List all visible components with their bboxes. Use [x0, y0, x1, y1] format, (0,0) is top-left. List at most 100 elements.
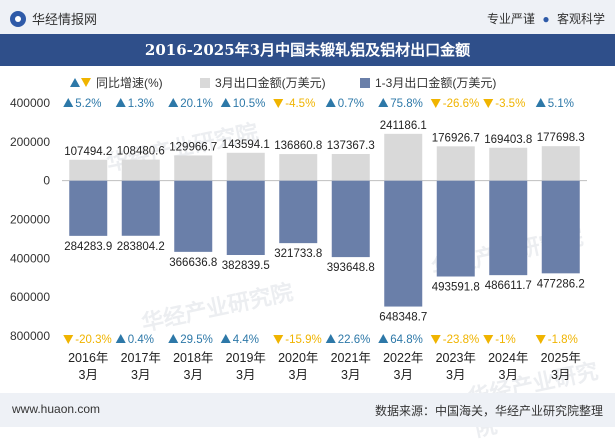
- march-growth-label: 10.5%: [233, 98, 266, 110]
- cumulative-growth-label: 22.6%: [338, 334, 371, 346]
- x-tick-label: 3月: [184, 368, 203, 382]
- tag-professional: 专业严谨: [487, 12, 536, 26]
- bar-cumulative: [436, 180, 475, 277]
- cumulative-value-label: 477286.2: [537, 278, 585, 290]
- chart-legend: 同比增速(%) 3月出口金额(万美元) 1-3月出口金额(万美元): [0, 72, 615, 92]
- legend-march: 3月出口金额(万美元): [200, 74, 326, 91]
- bar-cumulative: [489, 180, 528, 276]
- down-triangle-icon: [483, 335, 494, 344]
- march-value-label: 129966.7: [169, 141, 217, 153]
- march-growth-label: -3.5%: [495, 98, 525, 110]
- bar-march: [69, 159, 108, 181]
- march-growth-label: -26.6%: [443, 98, 479, 110]
- up-triangle-icon: [325, 98, 336, 107]
- bar-cumulative: [279, 180, 318, 244]
- cumulative-growth-label: -1.8%: [548, 334, 578, 346]
- x-axis: 2016年 3月 2017年 3月 2018年 3月 2019年 3月 2020年 3月 2021年…: [68, 351, 581, 382]
- up-triangle-icon: [325, 334, 336, 343]
- down-triangle-icon: [273, 335, 284, 344]
- march-value-label: 143594.1: [222, 139, 270, 151]
- march-growth-label: 1.3%: [128, 98, 154, 110]
- y-tick-label: 0: [43, 174, 50, 188]
- x-tick-label: 3月: [551, 368, 570, 382]
- march-value-label: 177698.3: [537, 132, 585, 144]
- legend-march-swatch: [200, 77, 210, 88]
- cumulative-growth-label: 64.8%: [390, 334, 423, 346]
- bar-march: [436, 146, 475, 181]
- march-growth-label: 75.8%: [390, 98, 423, 110]
- legend-growth: 同比增速(%): [70, 74, 163, 91]
- march-value-label: 137367.3: [327, 140, 375, 152]
- cumulative-value-label: 382839.5: [222, 260, 270, 272]
- cumulative-value-label: 486611.7: [485, 280, 532, 292]
- up-triangle-icon: [115, 98, 126, 107]
- down-triangle-icon: [273, 99, 284, 108]
- cumulative-value-label: 284283.9: [64, 241, 112, 253]
- cumulative-value-label: 366636.8: [169, 257, 217, 269]
- bar-march: [226, 152, 265, 181]
- cumulative-value-label: 648348.7: [379, 312, 427, 324]
- march-value-label: 176926.7: [432, 132, 480, 144]
- cumulative-growth-label: -15.9%: [285, 334, 321, 346]
- bar-march: [121, 159, 160, 181]
- x-tick-label: 3月: [131, 368, 150, 382]
- march-value-label: 107494.2: [64, 146, 112, 158]
- bar-march: [489, 147, 528, 181]
- cumulative-value-label: 493591.8: [432, 282, 480, 294]
- cumulative-value-label: 393648.8: [327, 262, 375, 274]
- footer: www.huaon.com 数据来源：中国海关，华经产业研究院整理: [0, 393, 615, 427]
- up-triangle-icon: [168, 98, 179, 107]
- x-tick-label: 3月: [289, 368, 308, 382]
- footer-url[interactable]: www.huaon.com: [12, 402, 101, 416]
- legend-cumulative-label: 1-3月出口金额(万美元): [375, 76, 497, 90]
- bar-cumulative: [69, 180, 108, 236]
- bar-cumulative: [174, 180, 213, 252]
- bar-cumulative: [384, 180, 423, 307]
- march-growth-label: -4.5%: [285, 98, 315, 110]
- x-tick-label: 2024年: [488, 351, 528, 365]
- bar-march: [279, 154, 318, 181]
- cumulative-value-label: 283804.2: [117, 241, 165, 253]
- bar-march: [384, 133, 423, 181]
- up-triangle-icon: [168, 334, 179, 343]
- bar-march: [174, 155, 213, 181]
- legend-growth-label: 同比增速(%): [96, 76, 163, 90]
- cumulative-growth-label: -20.3%: [75, 334, 111, 346]
- march-growth-label: 20.1%: [180, 98, 213, 110]
- down-triangle-icon: [535, 335, 546, 344]
- legend-march-label: 3月出口金额(万美元): [215, 76, 326, 90]
- bar-cumulative: [226, 180, 265, 256]
- march-value-label: 108480.6: [117, 146, 165, 158]
- cumulative-growth-label: -23.8%: [443, 334, 479, 346]
- brand[interactable]: 华经情报网: [10, 9, 97, 28]
- x-tick-label: 3月: [394, 368, 413, 382]
- x-tick-label: 2021年: [331, 351, 371, 365]
- march-value-label: 136860.8: [274, 140, 322, 152]
- data-labels: 107494.2 284283.9 5.2% -20.3% 108480.6 283804…: [63, 98, 585, 346]
- chart-title: 2016-2025年3月中国未锻轧铝及铝材出口金额: [0, 34, 615, 66]
- x-tick-label: 2016年: [68, 351, 108, 365]
- x-tick-label: 2022年: [383, 351, 423, 365]
- x-tick-label: 3月: [499, 368, 518, 382]
- down-triangle-icon: [430, 335, 441, 344]
- bullet-dot-icon: ●: [542, 12, 550, 26]
- march-value-label: 241186.1: [380, 120, 427, 132]
- y-tick-label: 400000: [10, 251, 50, 265]
- x-tick-label: 2025年: [541, 351, 581, 365]
- down-triangle-icon: [63, 335, 74, 344]
- cumulative-value-label: 321733.8: [274, 248, 322, 260]
- up-triangle-icon: [70, 78, 80, 87]
- chart-area: 400000 200000 0 200000 400000 600000 800000 10…: [10, 96, 587, 382]
- x-tick-label: 2017年: [121, 351, 161, 365]
- down-triangle-icon: [483, 99, 494, 108]
- footer-source: 数据来源：中国海关，华经产业研究院整理: [374, 404, 603, 418]
- x-tick-label: 2020年: [278, 351, 318, 365]
- x-tick-label: 3月: [236, 368, 255, 382]
- x-tick-label: 2018年: [173, 351, 213, 365]
- brand-logo-icon: [10, 10, 26, 27]
- x-tick-label: 3月: [79, 368, 98, 382]
- y-tick-label: 200000: [10, 135, 50, 149]
- march-growth-label: 5.2%: [75, 98, 101, 110]
- x-tick-label: 2019年: [226, 351, 266, 365]
- bar-march: [541, 146, 580, 181]
